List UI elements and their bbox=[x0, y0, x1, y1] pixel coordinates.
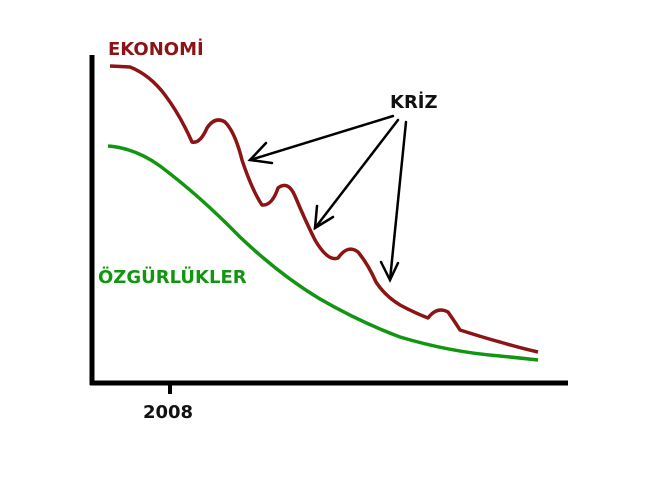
economy-label: EKONOMİ bbox=[108, 38, 204, 60]
year-label: 2008 bbox=[143, 402, 193, 423]
crisis-label: KRİZ bbox=[390, 91, 438, 113]
crisis-arrows bbox=[247, 114, 408, 283]
economy-line bbox=[109, 64, 539, 354]
freedoms-line bbox=[107, 144, 539, 362]
freedoms-label: ÖZGÜRLÜKLER bbox=[98, 266, 247, 288]
